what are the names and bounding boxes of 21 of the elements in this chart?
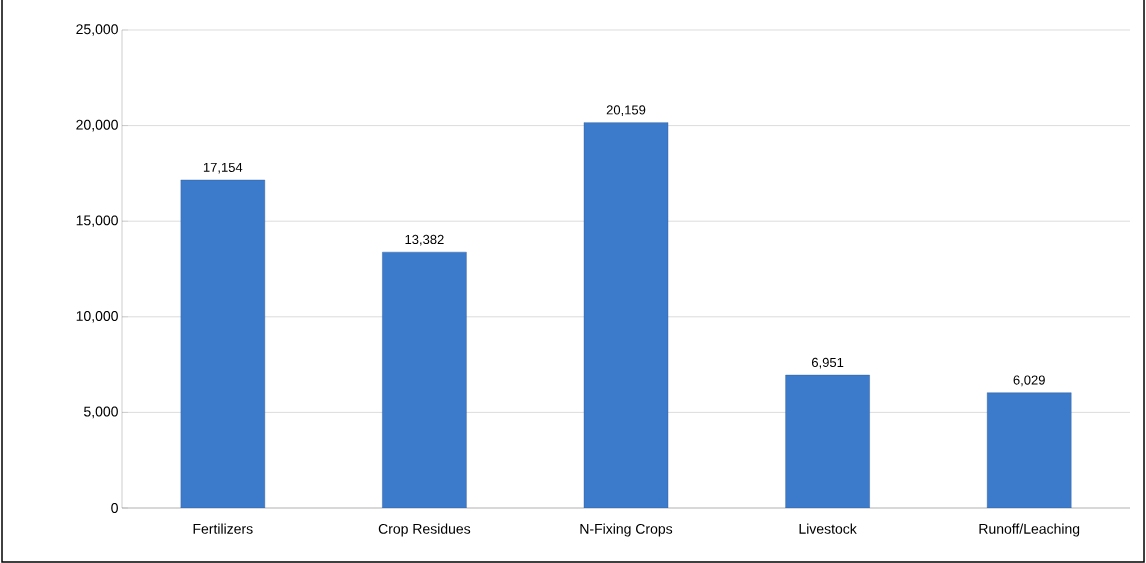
y-tick-label: 20,000 (76, 119, 118, 132)
x-tick-label: Fertilizers (193, 523, 253, 534)
y-tick-label: 10,000 (76, 311, 118, 323)
x-tick-label: Livestock (799, 523, 857, 534)
bar (583, 122, 669, 508)
bar (785, 374, 870, 508)
data-label: 6,029 (1013, 375, 1045, 387)
bar (987, 392, 1072, 508)
data-label: 13,382 (405, 234, 444, 246)
data-label: 20,159 (606, 105, 646, 117)
data-label: 17,154 (203, 162, 243, 174)
x-tick-label: Crop Residues (378, 523, 471, 537)
y-tick-label: 25,000 (76, 24, 118, 36)
y-tick-label: 15,000 (76, 215, 118, 227)
bar (382, 251, 467, 508)
data-label: 6,951 (812, 357, 844, 369)
y-tick-label: 5,000 (84, 406, 118, 419)
x-tick-label: N-Fixing Crops (580, 523, 673, 537)
y-tick-label: 0 (111, 503, 118, 513)
x-tick-label: Runoff/Leaching (979, 523, 1080, 537)
bar (180, 179, 265, 508)
